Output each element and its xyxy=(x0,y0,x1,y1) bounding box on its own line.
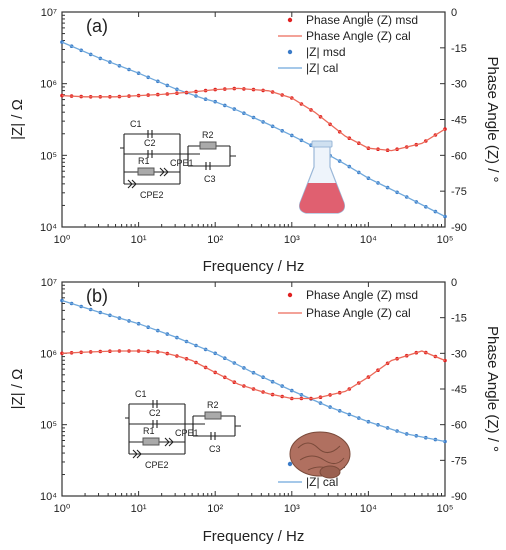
y2-tick-label: -75 xyxy=(451,186,467,198)
x-tick-label: 10⁵ xyxy=(437,234,454,246)
circuit-label: CPE2 xyxy=(145,460,169,470)
legend-entry: |Z| msd xyxy=(306,45,346,59)
circuit-label: CPE2 xyxy=(140,190,164,200)
y2-axis-title: Phase Angle (Z) / ° xyxy=(484,326,501,452)
y2-tick-label: -60 xyxy=(451,150,467,162)
cpe2-symbol xyxy=(132,449,142,459)
resistor-r1 xyxy=(137,167,155,176)
y2-tick-label: 0 xyxy=(451,7,457,19)
plot-frame xyxy=(61,11,446,228)
legend-entry: Phase Angle (Z) msd xyxy=(306,288,418,302)
x-tick-label: 10¹ xyxy=(131,234,147,246)
circuit-label: C1 xyxy=(130,119,142,129)
legend-entry: Phase Angle (Z) msd xyxy=(306,13,418,27)
flask-illustration xyxy=(299,140,345,214)
x-tick-label: 10⁴ xyxy=(360,234,377,246)
cpe1-symbol xyxy=(159,167,169,177)
x-tick-label: 10² xyxy=(207,234,223,246)
series-line-3 xyxy=(61,87,446,152)
cpe2-symbol xyxy=(127,179,137,189)
resistor-r2 xyxy=(204,411,222,420)
circuit-label: C1 xyxy=(135,389,147,399)
y2-axis-title: Phase Angle (Z) / ° xyxy=(484,56,501,182)
y-axis-title: |Z| / Ω xyxy=(9,99,26,140)
capacitor-c2 xyxy=(147,150,153,158)
x-tick-label: 10³ xyxy=(284,503,300,515)
panel-b: 10⁰ 10¹ 10² 10³ 10⁴ 10⁵ 10⁴ 10⁵ 10⁶ 10⁷ -90 -75 -60 -… xyxy=(9,277,501,545)
y-tick-label: 10⁴ xyxy=(40,491,57,503)
y2-tick-label: -60 xyxy=(451,420,467,432)
capacitor-c3 xyxy=(210,432,216,440)
y-tick-label: 10⁷ xyxy=(41,277,57,289)
brain-cerebellum xyxy=(319,465,341,479)
circuit-label: R2 xyxy=(202,130,214,140)
circuit-label: C3 xyxy=(209,444,221,454)
capacitor-c1 xyxy=(152,400,158,408)
resistor-r2 xyxy=(199,141,217,150)
y-tick-label: 10⁶ xyxy=(40,79,57,91)
brain-shape xyxy=(289,431,351,477)
circuit-label: R1 xyxy=(143,426,155,436)
circuit-label: C3 xyxy=(204,174,216,184)
capacitor-c1 xyxy=(147,130,153,138)
legend-point-swatch xyxy=(287,17,293,23)
y-tick-label: 10⁵ xyxy=(40,420,57,432)
y2-tick-label: -15 xyxy=(451,313,467,325)
x-tick-label: 10² xyxy=(207,503,223,515)
y2-tick-label: -90 xyxy=(451,491,467,503)
y2-tick-label: -30 xyxy=(451,348,467,360)
y2-tick-label: 0 xyxy=(451,277,457,289)
circuit-label: R1 xyxy=(138,156,150,166)
circuit-label: CPE1 xyxy=(170,158,194,168)
capacitor-c3 xyxy=(205,162,211,170)
y-tick-label: 10⁵ xyxy=(40,150,57,162)
data-point xyxy=(60,93,64,98)
x-tick-label: 10⁴ xyxy=(360,503,377,515)
y2-tick-label: -15 xyxy=(451,43,467,55)
y2-tick-label: -90 xyxy=(451,222,467,234)
y2-tick-label: -45 xyxy=(451,115,467,127)
x-tick-label: 10¹ xyxy=(131,503,147,515)
cpe1-symbol xyxy=(164,437,174,447)
y2-tick-label: -45 xyxy=(451,384,467,396)
circuit-label: CPE1 xyxy=(175,428,199,438)
x-tick-label: 10⁵ xyxy=(437,503,454,515)
legend-entry: |Z| cal xyxy=(306,475,338,489)
legend-point-swatch xyxy=(287,292,293,298)
brain-illustration xyxy=(289,431,351,479)
y2-tick-label: -30 xyxy=(451,79,467,91)
x-tick-label: 10⁰ xyxy=(54,503,71,515)
y2-tick-label: -75 xyxy=(451,455,467,467)
circuit-label: R2 xyxy=(207,400,219,410)
x-axis-title: Frequency / Hz xyxy=(203,528,305,545)
circuit-label: C2 xyxy=(144,138,156,148)
series-line-1 xyxy=(61,41,446,218)
series-line-1 xyxy=(61,299,446,443)
legend-entry: Phase Angle (Z) cal xyxy=(306,29,411,43)
series-line-3 xyxy=(61,350,446,400)
x-tick-label: 10⁰ xyxy=(54,234,71,246)
legend-entry: Phase Angle (Z) cal xyxy=(306,306,411,320)
flask-rim xyxy=(311,140,333,148)
legend-point-swatch xyxy=(287,461,293,467)
circuit-label: C2 xyxy=(149,408,161,418)
x-axis-title: Frequency / Hz xyxy=(203,258,305,275)
legend-point-swatch xyxy=(287,49,293,55)
y-tick-label: 10⁷ xyxy=(41,7,57,19)
flask-liquid xyxy=(299,183,345,213)
x-tick-label: 10³ xyxy=(284,234,300,246)
panel-label: (a) xyxy=(86,16,108,36)
y-axis-title: |Z| / Ω xyxy=(9,369,26,410)
capacitor-c2 xyxy=(152,420,158,428)
resistor-r1 xyxy=(142,437,160,446)
y-tick-label: 10⁶ xyxy=(40,348,57,360)
panel-a: 10⁰ 10¹ 10² 10³ 10⁴ 10⁵ 10⁴ 10⁵ 10⁶ 10⁷ -90 -75 -60 -… xyxy=(9,7,501,275)
legend-entry: |Z| cal xyxy=(306,61,338,75)
panel-label: (b) xyxy=(86,286,108,306)
y-tick-label: 10⁴ xyxy=(40,222,57,234)
